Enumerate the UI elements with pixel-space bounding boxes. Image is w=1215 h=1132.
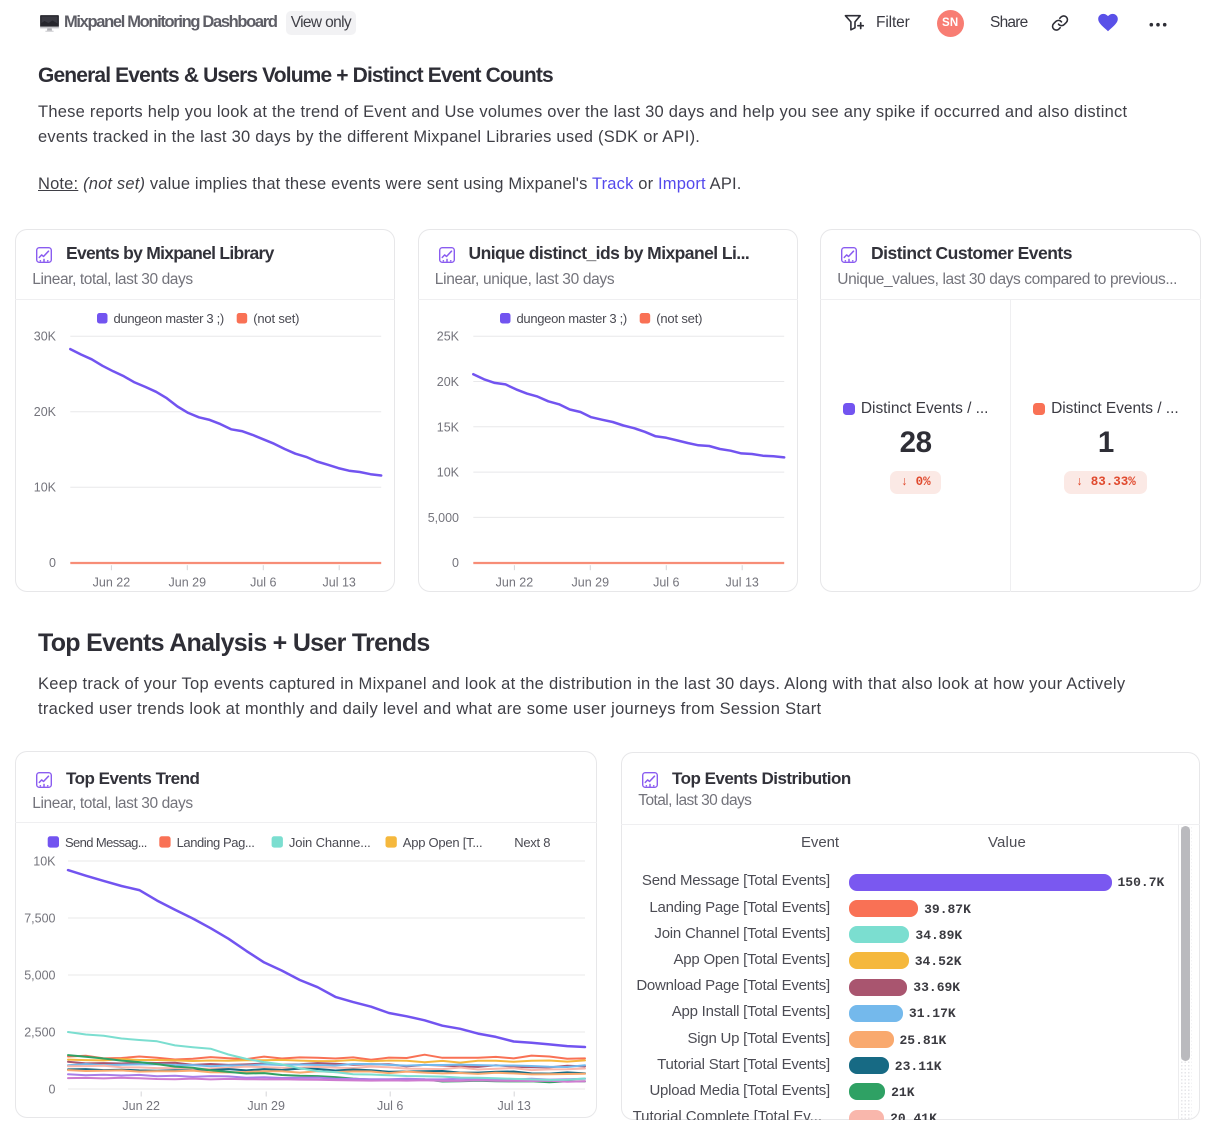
svg-text:Jul 6: Jul 6 bbox=[653, 576, 679, 590]
svg-text:Jul 6: Jul 6 bbox=[250, 576, 276, 590]
svg-text:30K: 30K bbox=[34, 330, 57, 344]
svg-text:Jun 22: Jun 22 bbox=[495, 576, 533, 590]
svg-text:Jun 22: Jun 22 bbox=[122, 1099, 160, 1113]
svg-text:Join Channe...: Join Channe... bbox=[289, 835, 371, 850]
svg-text:Jun 22: Jun 22 bbox=[93, 576, 131, 590]
svg-text:20K: 20K bbox=[34, 405, 57, 419]
svg-text:Next 8: Next 8 bbox=[514, 835, 550, 850]
svg-text:25K: 25K bbox=[436, 330, 459, 344]
svg-text:Jul 13: Jul 13 bbox=[323, 576, 356, 590]
svg-text:(not set): (not set) bbox=[253, 311, 299, 326]
svg-text:10K: 10K bbox=[436, 466, 459, 480]
svg-text:Jul 13: Jul 13 bbox=[498, 1099, 531, 1113]
svg-text:Jul 6: Jul 6 bbox=[377, 1099, 403, 1113]
svg-text:0: 0 bbox=[49, 1083, 56, 1097]
svg-text:Jun 29: Jun 29 bbox=[247, 1099, 285, 1113]
svg-text:dungeon master 3 ;): dungeon master 3 ;) bbox=[114, 311, 224, 326]
svg-text:0: 0 bbox=[49, 556, 56, 570]
svg-text:App Open [T...: App Open [T... bbox=[403, 835, 483, 850]
svg-text:2,500: 2,500 bbox=[24, 1026, 55, 1040]
svg-text:Jun 29: Jun 29 bbox=[169, 576, 207, 590]
svg-text:Jul 13: Jul 13 bbox=[725, 576, 758, 590]
svg-text:20K: 20K bbox=[436, 375, 459, 389]
svg-text:7,500: 7,500 bbox=[24, 912, 55, 926]
svg-text:0: 0 bbox=[452, 556, 459, 570]
svg-text:Jun 29: Jun 29 bbox=[571, 576, 609, 590]
svg-text:dungeon master 3 ;): dungeon master 3 ;) bbox=[516, 311, 626, 326]
svg-text:Send Messag...: Send Messag... bbox=[65, 835, 147, 850]
svg-text:10K: 10K bbox=[34, 481, 57, 495]
svg-text:5,000: 5,000 bbox=[427, 511, 458, 525]
svg-text:10K: 10K bbox=[33, 855, 56, 869]
svg-text:5,000: 5,000 bbox=[24, 969, 55, 983]
svg-text:Landing Pag...: Landing Pag... bbox=[177, 835, 255, 850]
svg-text:(not set): (not set) bbox=[656, 311, 702, 326]
svg-text:15K: 15K bbox=[436, 420, 459, 434]
